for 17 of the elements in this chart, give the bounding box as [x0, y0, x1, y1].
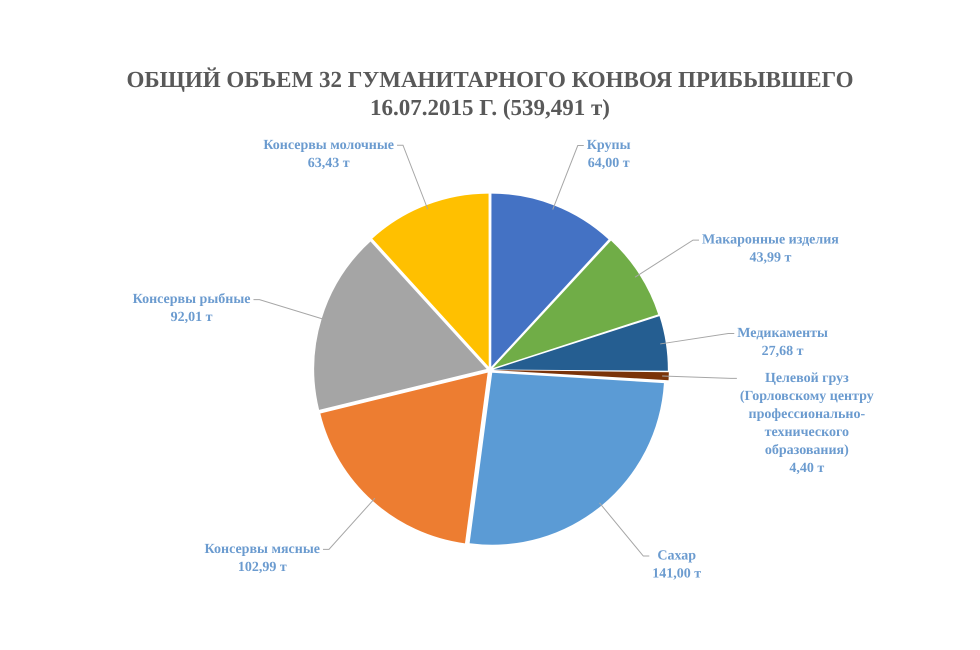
slice-label: Консервы молочные	[263, 138, 394, 153]
slice-label: Сахар	[657, 548, 696, 564]
data-label: 4,40 т	[789, 461, 824, 476]
data-label: 43,99 т	[750, 250, 792, 266]
slice-label: Макаронные изделия	[702, 232, 840, 248]
data-label: 92,01 т	[170, 310, 213, 326]
data-label: 64,00 т	[588, 156, 630, 172]
data-label: 141,00 т	[652, 566, 702, 582]
slice-label: Консервы мясные	[204, 542, 320, 557]
slice-label: Консервы рыбные	[132, 292, 250, 308]
data-label: 63,43 т	[308, 156, 350, 171]
data-label: 102,99 т	[238, 560, 287, 575]
slice-label: Целевой груз (Горловскому центру профессионально-технического образования)	[740, 371, 874, 458]
chart-title: ОБЩИЙ ОБЪЕМ 32 ГУМАНИТАРНОГО КОНВОЯ ПРИБЫВШЕГО 16.07.2015 Г. (539,491 т)	[125, 66, 855, 122]
slice-label: Медикаменты	[737, 326, 828, 342]
data-label: 27,68 т	[762, 344, 804, 360]
slice-label: Крупы	[586, 138, 631, 154]
